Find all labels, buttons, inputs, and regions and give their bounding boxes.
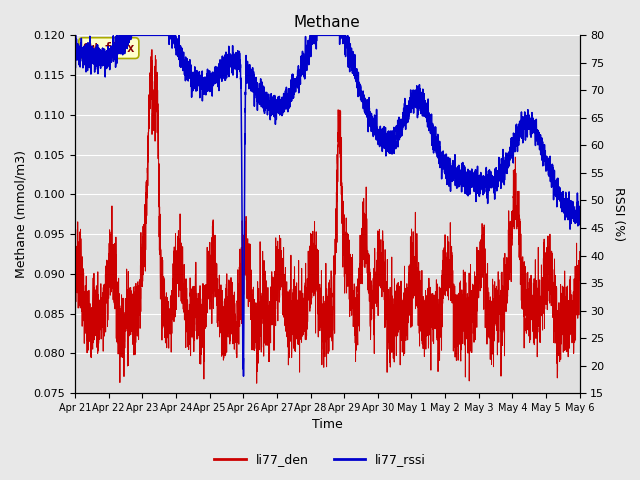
Text: SW_flux: SW_flux xyxy=(83,41,135,55)
Legend: li77_den, li77_rssi: li77_den, li77_rssi xyxy=(209,448,431,471)
Title: Methane: Methane xyxy=(294,15,361,30)
X-axis label: Time: Time xyxy=(312,419,342,432)
Y-axis label: Methane (mmol/m3): Methane (mmol/m3) xyxy=(15,150,28,278)
Y-axis label: RSSI (%): RSSI (%) xyxy=(612,187,625,241)
